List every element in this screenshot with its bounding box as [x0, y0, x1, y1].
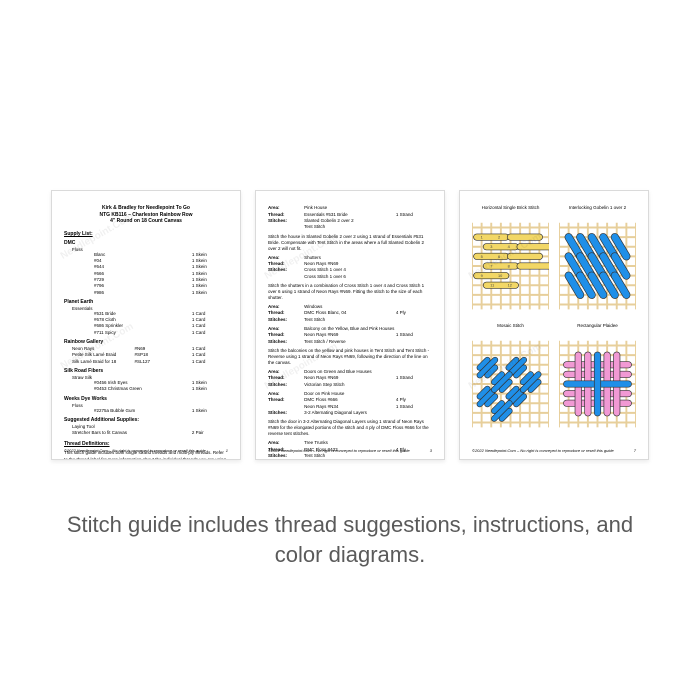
instruction-note: Stitch the balconies on the yellow and p…	[268, 348, 432, 366]
diagram-title: Mosaic Stitch	[472, 323, 549, 335]
group-name: Suggested Additional Supplies:	[64, 417, 228, 423]
diagram-title: Interlocking Gobelin 1 over 2	[559, 205, 636, 217]
diagram-cell: Horizontal Single Brick Stitch 123456789…	[472, 205, 549, 313]
area-block: Area:WindowsThread:DMC Floss Blanc, 044 …	[268, 304, 432, 323]
footer-copyright: ©2022 Needlepoint.Com – No right is conv…	[64, 448, 206, 453]
svg-text:6: 6	[498, 255, 500, 259]
page-diagrams: Needlepoint.Com Needlepoint.Com Horizont…	[459, 190, 649, 460]
group-name: Weeks Dye Works	[64, 396, 228, 402]
supply-row: Stretcher Bars to fit Canvas2 Pair	[64, 430, 228, 436]
group-name: DMC	[64, 240, 228, 246]
svg-text:2: 2	[498, 236, 500, 240]
page-supply-list: Needlepoint.Com Needlepoint.Com Kirk & B…	[51, 190, 241, 460]
instruction-note: Stitch the house in Slanted Gobelin 2 ov…	[268, 234, 432, 252]
svg-text:9: 9	[481, 274, 483, 278]
thread-def-head: Thread Definitions:	[64, 441, 228, 447]
supply-groups: DMCFlossBlanc1 Skein#041 Skein#6441 Skei…	[64, 240, 228, 437]
page-footer: ©2022 Needlepoint.Com – No right is conv…	[472, 448, 636, 453]
supply-row: #2275a Bubble Gum1 Skein	[64, 408, 228, 414]
footer-copyright: ©2022 Needlepoint.Com – No right is conv…	[472, 448, 614, 453]
area-block: Area:Door on Pink HouseThread:DMC Floss …	[268, 391, 432, 416]
diagram-title: Rectangular Plaidee	[559, 323, 636, 335]
group-name: Planet Earth	[64, 299, 228, 305]
page-instructions: Needlepoint.Com Needlepoint.Com Area:Pin…	[255, 190, 445, 460]
area-block: Area:Pink HouseThread:Essentials #531 Br…	[268, 205, 432, 230]
diagram-cell: Rectangular Plaidee	[559, 323, 636, 431]
diagram-grid: Horizontal Single Brick Stitch 123456789…	[472, 205, 636, 431]
supply-row: #9861 Skein	[64, 290, 228, 296]
supply-row: Silk Lamé Braid for 18#SL1271 Card	[64, 359, 228, 365]
svg-text:1: 1	[481, 236, 483, 240]
group-name: Silk Road Fibers	[64, 368, 228, 374]
svg-text:10: 10	[498, 274, 502, 278]
area-block: Area:Balcony on the Yellow, Blue and Pin…	[268, 326, 432, 345]
page-number: 7	[634, 448, 636, 453]
page-number: 3	[430, 448, 432, 453]
svg-text:5: 5	[481, 255, 483, 259]
diagram-title: Horizontal Single Brick Stitch	[472, 205, 549, 217]
pages-row: Needlepoint.Com Needlepoint.Com Kirk & B…	[11, 190, 689, 460]
instruction-blocks: Area:Pink HouseThread:Essentials #531 Br…	[268, 205, 432, 459]
area-block: Area:ShuttersThread:Neon Rays #N69Stitch…	[268, 255, 432, 280]
supply-row: #711 Spicy1 Card	[64, 330, 228, 336]
diagram-plaidee	[559, 337, 636, 431]
svg-text:12: 12	[508, 284, 512, 288]
title-line: 4" Round on 18 Count Canvas	[64, 218, 228, 225]
svg-text:11: 11	[490, 284, 494, 288]
main-caption: Stitch guide includes thread suggestions…	[0, 510, 700, 569]
diagram-cell: Mosaic Stitch	[472, 323, 549, 431]
diagram-brick: 123456789101112	[472, 219, 549, 313]
group-name: Rainbow Gallery	[64, 339, 228, 345]
page-title: Kirk & Bradley for Needlepoint To Go NTG…	[64, 205, 228, 225]
instruction-note: Stitch the door in 3-2 Alternating Diago…	[268, 419, 432, 437]
svg-text:8: 8	[508, 265, 510, 269]
diagram-gobelin	[559, 219, 636, 313]
footer-copyright: ©2022 Needlepoint.Com – No right is conv…	[268, 448, 410, 453]
diagram-mosaic	[472, 337, 549, 431]
diagram-cell: Interlocking Gobelin 1 over 2	[559, 205, 636, 313]
page-footer: ©2022 Needlepoint.Com – No right is conv…	[64, 448, 228, 453]
instruction-note: Stitch the shutters in a combination of …	[268, 283, 432, 301]
svg-text:7: 7	[490, 265, 492, 269]
supply-list-head: Supply List:	[64, 231, 228, 237]
svg-text:3: 3	[490, 246, 492, 250]
page-number: 1	[226, 448, 228, 453]
page-footer: ©2022 Needlepoint.Com – No right is conv…	[268, 448, 432, 453]
supply-row: #0453 Christmas Green1 Skein	[64, 386, 228, 392]
area-block: Area:Doors on Green and Blue HousesThrea…	[268, 369, 432, 388]
